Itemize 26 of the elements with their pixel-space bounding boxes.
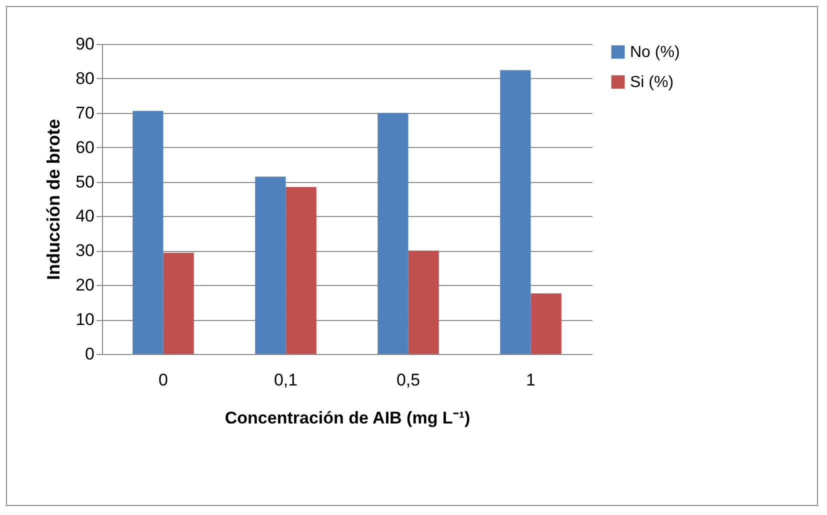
y-tick-label: 10 <box>76 310 94 330</box>
y-tick-label: 30 <box>76 241 94 260</box>
x-tick-label: 0,1 <box>274 370 298 390</box>
legend-label: No (%) <box>630 44 680 61</box>
y-tick-label: 80 <box>76 68 94 88</box>
y-tick-label: 90 <box>76 34 94 54</box>
y-tick-label: 70 <box>76 103 94 122</box>
y-tick-label: 50 <box>76 172 94 192</box>
y-tick-label: 0 <box>85 344 94 364</box>
x-tick-label: 1 <box>526 370 536 390</box>
y-tick-label: 20 <box>76 276 94 295</box>
bar <box>530 293 562 354</box>
bar <box>286 186 316 354</box>
bar <box>163 252 194 354</box>
y-tick-label: 40 <box>76 206 94 226</box>
bar <box>500 70 531 354</box>
x-axis-title: Concentración de AIB (mg L⁻¹) <box>224 408 470 428</box>
x-tick-label: 0 <box>158 370 168 390</box>
bar <box>378 112 408 354</box>
y-axis-title: Inducción de brote <box>44 118 64 280</box>
legend-label: Si (%) <box>630 74 674 91</box>
bar <box>408 250 439 354</box>
x-tick-label: 0,5 <box>396 370 420 390</box>
bar <box>255 176 286 354</box>
y-tick-label: 60 <box>76 138 94 157</box>
bar <box>132 110 164 354</box>
